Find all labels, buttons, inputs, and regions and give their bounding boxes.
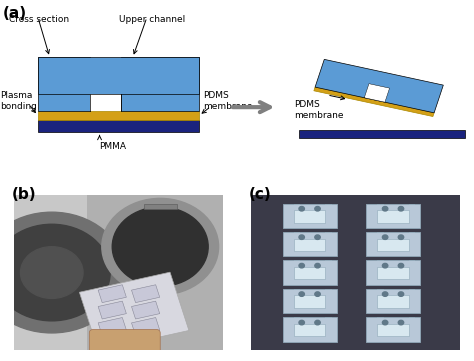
Text: Cross section: Cross section — [9, 14, 70, 23]
Circle shape — [398, 320, 404, 325]
Circle shape — [0, 224, 110, 321]
FancyBboxPatch shape — [377, 267, 409, 279]
Text: (a): (a) — [2, 6, 27, 21]
Circle shape — [299, 235, 304, 239]
Circle shape — [383, 235, 388, 239]
FancyBboxPatch shape — [366, 204, 420, 228]
Bar — [377, 289, 383, 313]
Bar — [121, 57, 199, 111]
Circle shape — [315, 292, 320, 296]
Bar — [294, 289, 300, 313]
Polygon shape — [131, 285, 160, 303]
Bar — [377, 232, 383, 256]
Bar — [294, 317, 300, 342]
Circle shape — [102, 199, 219, 295]
Circle shape — [20, 247, 83, 299]
FancyBboxPatch shape — [377, 239, 409, 251]
FancyBboxPatch shape — [294, 239, 325, 251]
FancyBboxPatch shape — [283, 232, 337, 256]
FancyBboxPatch shape — [283, 204, 337, 228]
Bar — [38, 57, 199, 94]
Text: Plasma
bonding: Plasma bonding — [0, 91, 37, 112]
Bar — [325, 289, 331, 313]
Polygon shape — [314, 87, 434, 117]
Circle shape — [315, 320, 320, 325]
Circle shape — [0, 212, 125, 333]
FancyBboxPatch shape — [89, 330, 160, 357]
Polygon shape — [79, 272, 189, 351]
Text: PDMS
membrane: PDMS membrane — [203, 91, 252, 112]
Circle shape — [398, 292, 404, 296]
Circle shape — [315, 206, 320, 211]
Bar — [38, 111, 199, 120]
Bar — [377, 317, 383, 342]
Circle shape — [383, 264, 388, 268]
Circle shape — [383, 292, 388, 296]
FancyBboxPatch shape — [366, 261, 420, 284]
Bar — [409, 317, 415, 342]
Text: PMMA: PMMA — [100, 142, 127, 151]
Bar — [325, 232, 331, 256]
Bar — [409, 261, 415, 284]
Text: (c): (c) — [249, 187, 272, 203]
Text: (b): (b) — [12, 187, 36, 203]
FancyBboxPatch shape — [294, 324, 325, 336]
Bar — [325, 261, 331, 284]
FancyBboxPatch shape — [377, 210, 409, 222]
FancyBboxPatch shape — [283, 289, 337, 313]
Bar — [409, 204, 415, 228]
FancyBboxPatch shape — [283, 317, 337, 342]
Polygon shape — [98, 285, 127, 303]
FancyBboxPatch shape — [283, 261, 337, 284]
Bar — [294, 232, 300, 256]
FancyBboxPatch shape — [366, 232, 420, 256]
Circle shape — [315, 235, 320, 239]
Bar — [377, 261, 383, 284]
Bar — [325, 317, 331, 342]
Bar — [87, 195, 223, 350]
Circle shape — [383, 206, 388, 211]
Circle shape — [299, 206, 304, 211]
Polygon shape — [98, 318, 127, 335]
Bar — [144, 204, 177, 209]
Polygon shape — [365, 84, 390, 102]
Polygon shape — [131, 318, 160, 335]
Circle shape — [299, 264, 304, 268]
FancyBboxPatch shape — [294, 210, 325, 222]
Text: Upper channel: Upper channel — [118, 14, 185, 23]
Text: PDMS
membrane: PDMS membrane — [294, 100, 343, 120]
FancyBboxPatch shape — [377, 296, 409, 308]
Polygon shape — [98, 301, 127, 319]
Polygon shape — [315, 59, 443, 113]
FancyBboxPatch shape — [377, 324, 409, 336]
Bar — [325, 204, 331, 228]
Circle shape — [299, 292, 304, 296]
Circle shape — [112, 207, 208, 286]
Circle shape — [398, 206, 404, 211]
Circle shape — [315, 264, 320, 268]
Bar — [299, 130, 465, 138]
Circle shape — [383, 320, 388, 325]
FancyBboxPatch shape — [366, 289, 420, 313]
Circle shape — [398, 264, 404, 268]
Bar — [294, 261, 300, 284]
Bar — [377, 204, 383, 228]
Bar — [294, 204, 300, 228]
Bar — [38, 120, 199, 132]
Bar — [409, 289, 415, 313]
Bar — [409, 232, 415, 256]
FancyBboxPatch shape — [294, 296, 325, 308]
Circle shape — [299, 320, 304, 325]
FancyBboxPatch shape — [294, 267, 325, 279]
FancyBboxPatch shape — [366, 317, 420, 342]
Circle shape — [398, 235, 404, 239]
Polygon shape — [131, 301, 160, 319]
Bar — [38, 57, 90, 111]
Bar — [90, 94, 121, 111]
